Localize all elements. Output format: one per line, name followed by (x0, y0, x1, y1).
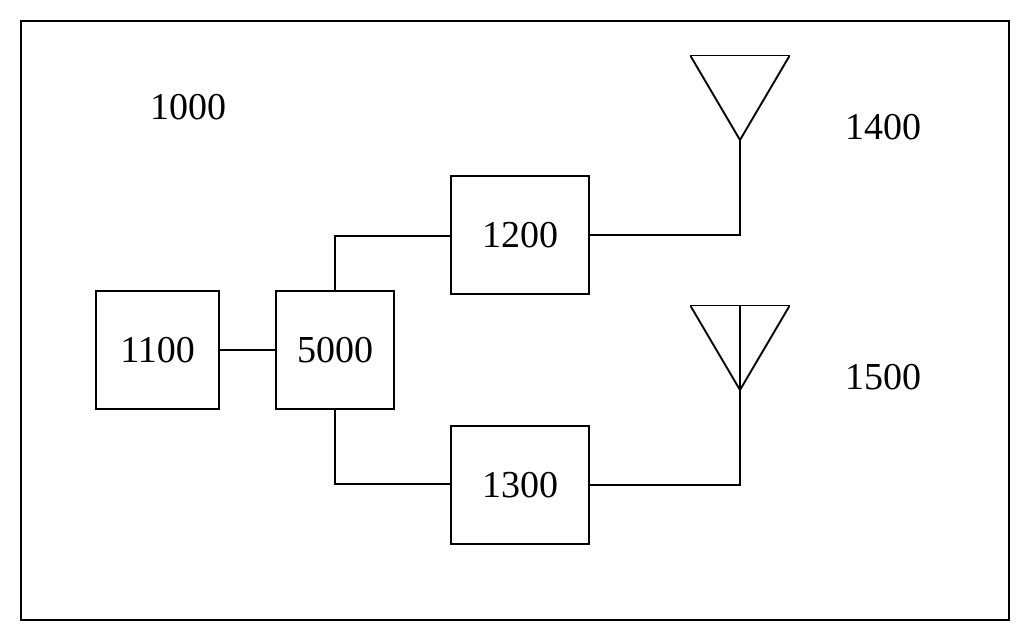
node-1100: 1100 (95, 290, 220, 410)
node-5000-label: 5000 (297, 328, 373, 372)
antenna1-icon (690, 55, 790, 140)
edge-5000-1200-h (334, 235, 450, 237)
edge-5000-1300-h (334, 483, 450, 485)
edge-1200-ant1-h (590, 234, 740, 236)
edge-5000-1300-v (334, 410, 336, 485)
node-1200: 1200 (450, 175, 590, 295)
node-1300: 1300 (450, 425, 590, 545)
edge-ant1-v (739, 140, 741, 236)
node-1100-label: 1100 (120, 328, 195, 372)
antenna1-label: 1400 (845, 105, 921, 149)
edge-1100-5000 (220, 349, 275, 351)
system-label: 1000 (150, 85, 226, 129)
antenna2-icon (690, 305, 790, 390)
edge-5000-1200-v (334, 235, 336, 290)
node-1200-label: 1200 (482, 213, 558, 257)
edge-1300-ant2-h (590, 484, 740, 486)
node-1300-label: 1300 (482, 463, 558, 507)
edge-ant2-v (739, 390, 741, 486)
node-5000: 5000 (275, 290, 395, 410)
antenna2-label: 1500 (845, 355, 921, 399)
